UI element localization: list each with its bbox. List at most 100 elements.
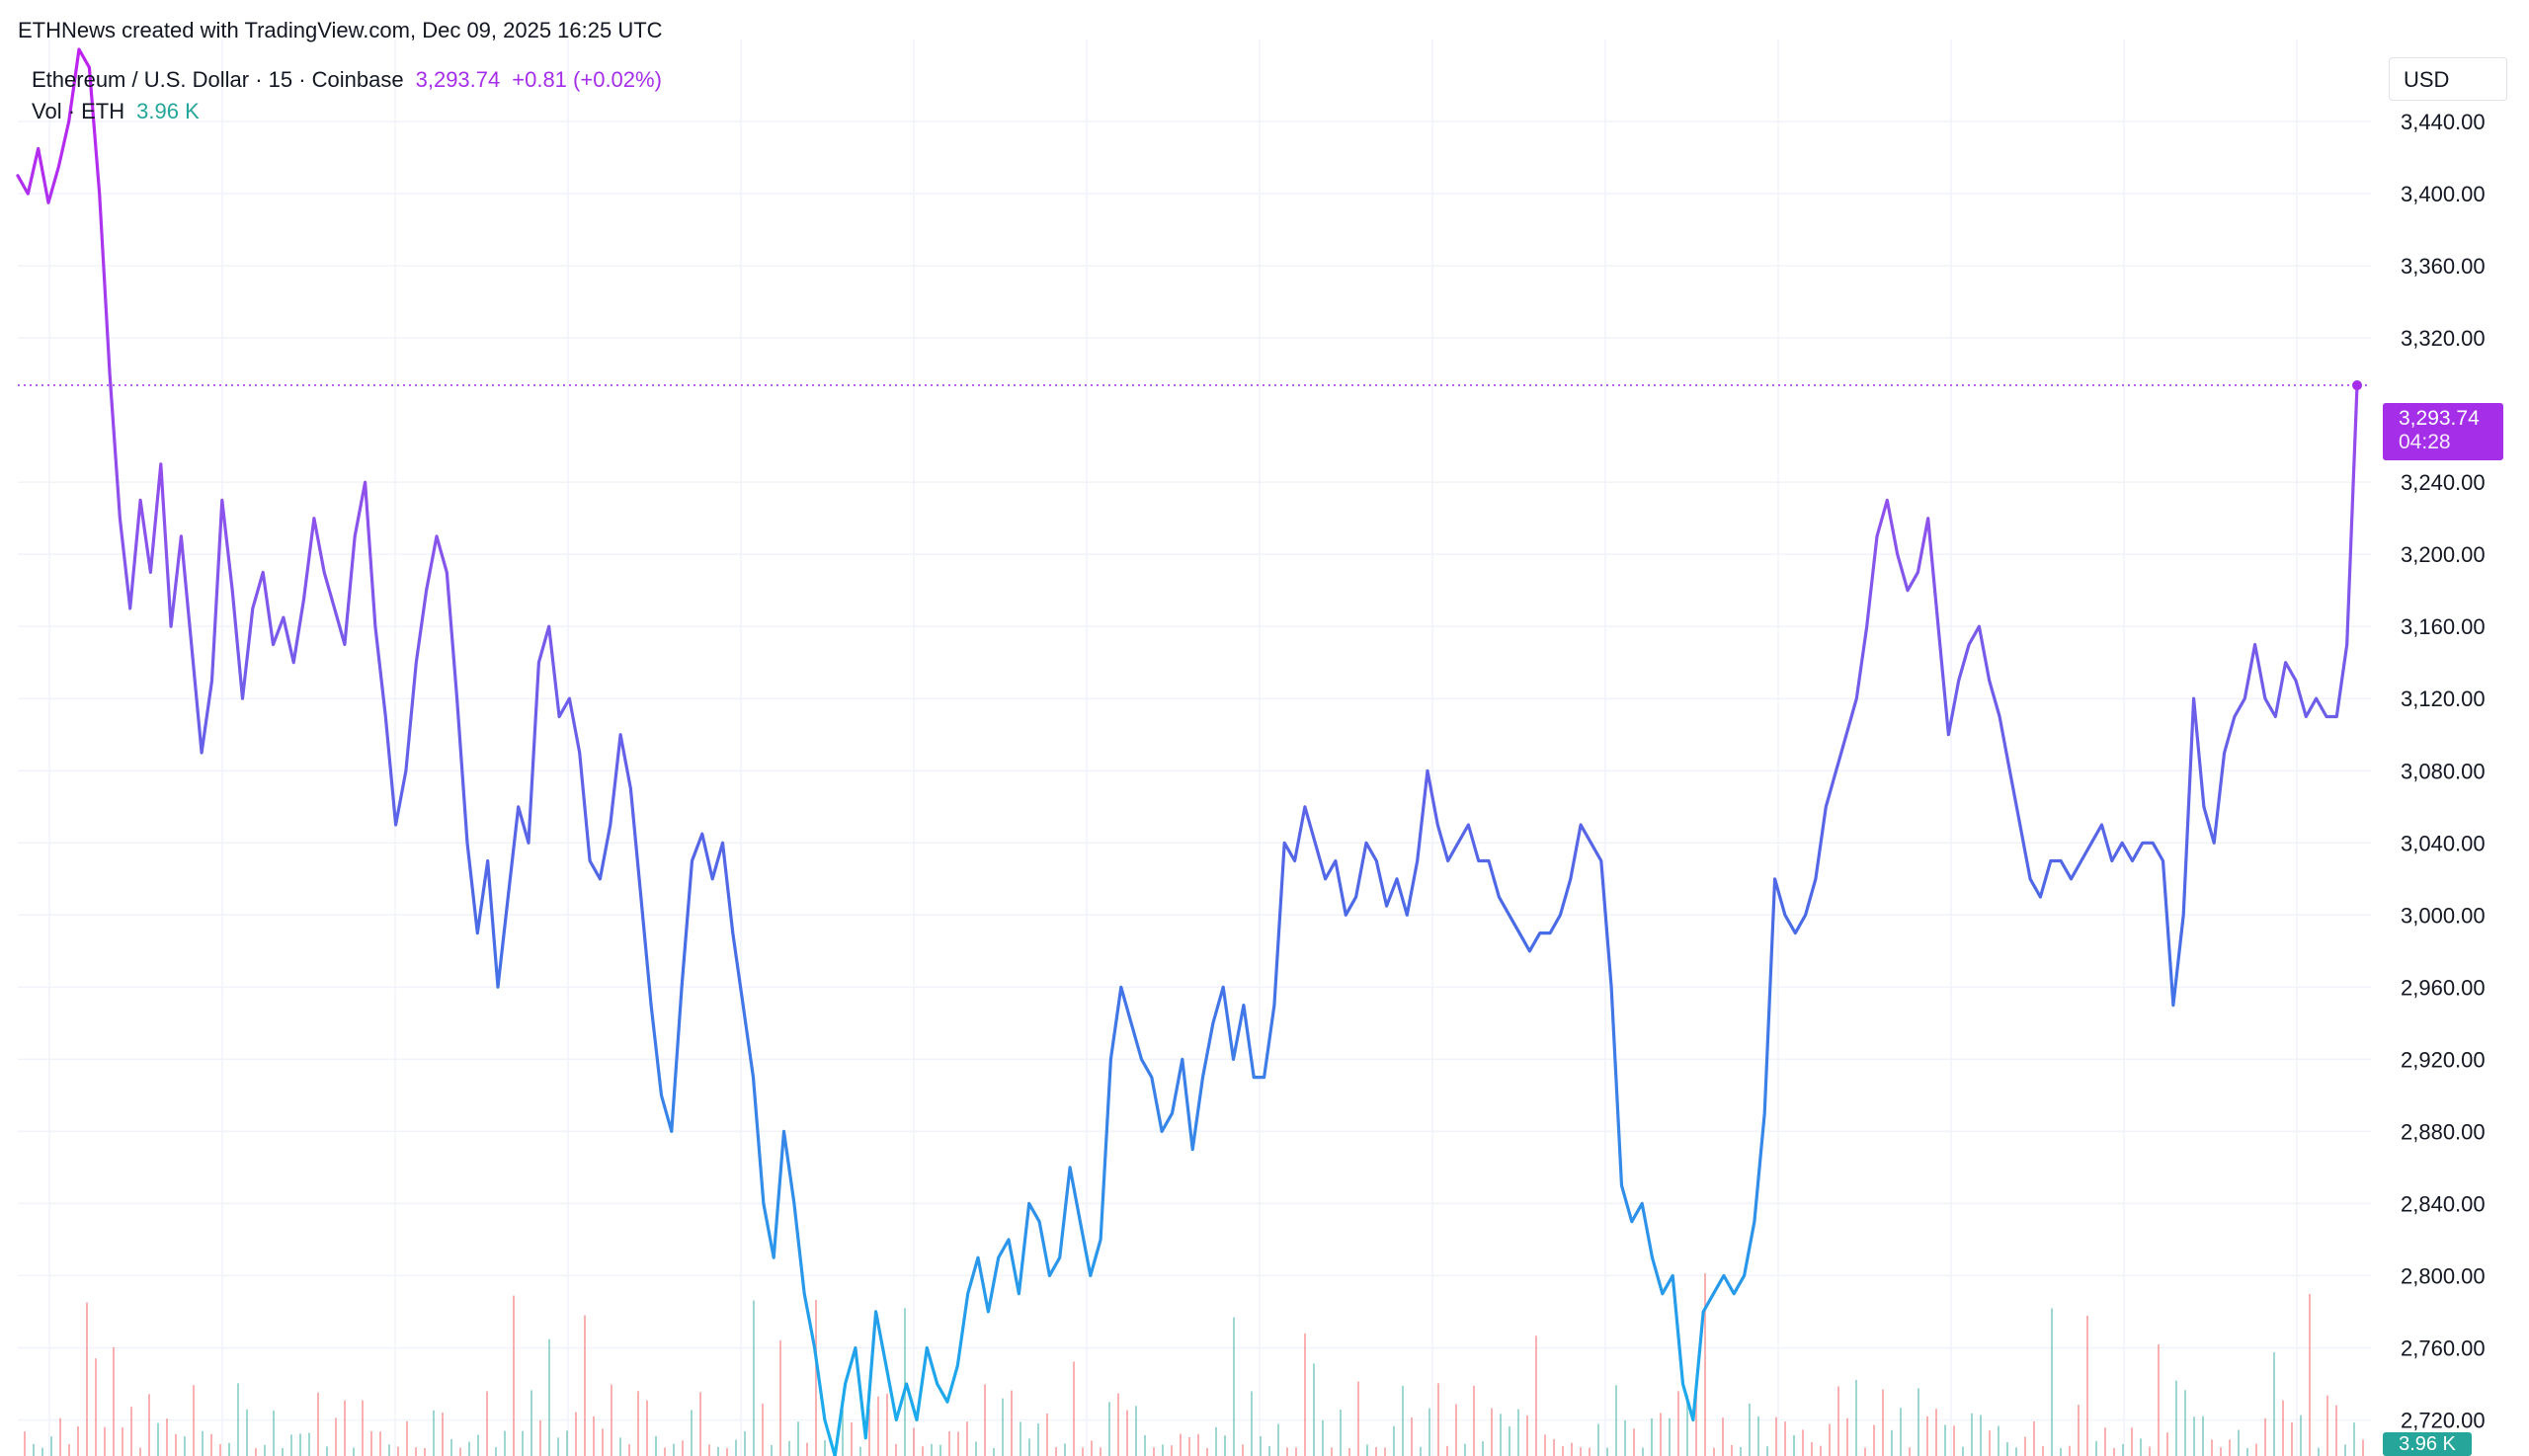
volume-bar — [762, 1403, 764, 1456]
grid — [18, 40, 2371, 1456]
volume-bar — [1651, 1417, 1653, 1456]
volume-bar — [379, 1431, 381, 1456]
volume-bar — [1473, 1385, 1475, 1456]
volume-bar — [353, 1447, 355, 1456]
volume-bar — [1144, 1434, 1146, 1456]
volume-bar — [539, 1419, 541, 1456]
volume-bar — [1660, 1413, 1662, 1456]
volume-bar — [1704, 1273, 1706, 1456]
volume-bar — [1500, 1414, 1502, 1456]
volume-bar — [753, 1300, 755, 1456]
volume-bar — [1162, 1444, 1164, 1456]
volume-bar — [1784, 1421, 1786, 1456]
volume-bar — [628, 1444, 630, 1456]
volume-bar — [1989, 1430, 1991, 1456]
volume-bar — [95, 1358, 97, 1456]
legend-symbol[interactable]: Ethereum / U.S. Dollar · 15 · Coinbase — [32, 67, 404, 92]
volume-bar — [2175, 1380, 2177, 1456]
volume-bar — [1455, 1404, 1457, 1456]
volume-bar — [1775, 1416, 1777, 1456]
volume-bar — [77, 1426, 79, 1456]
volume-bar — [1428, 1408, 1430, 1456]
volume-bar — [1864, 1447, 1866, 1456]
volume-bar — [1268, 1445, 1270, 1456]
volume-bar — [504, 1430, 506, 1456]
volume-bar — [602, 1428, 604, 1456]
volume-bar — [2122, 1443, 2124, 1456]
volume-bar — [1313, 1363, 1315, 1456]
volume-bar — [2318, 1447, 2320, 1456]
volume-bar — [202, 1430, 204, 1456]
volume-bar — [388, 1444, 390, 1456]
volume-bar — [442, 1413, 444, 1456]
legend-volume-label[interactable]: Vol · ETH — [32, 99, 125, 123]
y-tick-label: 3,360.00 — [2401, 254, 2486, 279]
volume-bar — [2158, 1344, 2160, 1456]
price-axis[interactable]: 2,720.00 2,760.00 2,800.00 2,840.00 2,880.00… — [2401, 110, 2486, 1432]
volume-bar — [1917, 1388, 1919, 1456]
volume-bar — [477, 1434, 479, 1456]
volume-bar — [522, 1430, 524, 1456]
volume-bar — [1188, 1436, 1190, 1456]
volume-bar — [237, 1383, 239, 1456]
volume-bar — [1295, 1447, 1297, 1456]
volume-bar — [495, 1446, 497, 1456]
volume-bar — [1331, 1447, 1333, 1456]
volume-bar — [59, 1417, 61, 1456]
volume-bar — [557, 1437, 559, 1456]
volume-bar — [317, 1392, 319, 1456]
volume-bar — [1135, 1406, 1137, 1456]
volume-bar — [1091, 1440, 1093, 1456]
volume-bar — [1064, 1443, 1066, 1456]
volume-bar — [1722, 1417, 1724, 1456]
volume-bar — [1517, 1409, 1519, 1456]
volume-bar — [717, 1446, 719, 1456]
y-tick-label: 3,200.00 — [2401, 542, 2486, 567]
volume-bar — [450, 1438, 452, 1456]
volume-bar — [1926, 1416, 1928, 1456]
volume-bar — [1669, 1417, 1671, 1456]
volume-bar — [362, 1400, 364, 1456]
price-series-line[interactable] — [16, 47, 2359, 1456]
volume-bar — [593, 1416, 595, 1456]
volume-bar — [299, 1433, 301, 1456]
volume-bar — [1535, 1335, 1537, 1456]
volume-bar — [1820, 1445, 1822, 1456]
y-tick-label: 3,240.00 — [2401, 470, 2486, 495]
volume-bar — [1251, 1391, 1253, 1456]
volume-bar — [1322, 1419, 1324, 1456]
y-tick-label: 3,000.00 — [2401, 903, 2486, 928]
volume-bar — [2344, 1444, 2346, 1456]
volume-bar — [1171, 1445, 1173, 1456]
volume-bar — [1046, 1413, 1048, 1456]
volume-bar — [468, 1441, 470, 1456]
volume-bar — [2140, 1438, 2142, 1456]
volume-bar — [2086, 1315, 2088, 1456]
volume-bar — [2353, 1422, 2355, 1456]
volume-bar — [486, 1391, 488, 1456]
volume-bar — [1686, 1395, 1688, 1456]
currency-selector[interactable]: USD — [2389, 57, 2507, 101]
volume-bar — [877, 1396, 879, 1456]
volume-bar — [1846, 1417, 1848, 1456]
volume-bar — [1411, 1416, 1413, 1456]
volume-bar — [2211, 1439, 2213, 1456]
volume-bar — [1437, 1383, 1439, 1456]
volume-bar — [2309, 1293, 2311, 1456]
volume-bar — [113, 1346, 115, 1456]
legend-change: +0.81 (+0.02%) — [512, 67, 662, 92]
volume-bar — [1020, 1421, 1021, 1456]
volume-bar — [1340, 1409, 1342, 1456]
volume-bar — [859, 1446, 861, 1456]
volume-bar — [1420, 1446, 1422, 1456]
volume-bar — [1224, 1435, 1226, 1456]
volume-bar — [1873, 1424, 1875, 1456]
volume-bar — [104, 1426, 106, 1456]
volume-bar — [2282, 1400, 2284, 1456]
volume-bar — [886, 1393, 888, 1456]
last-price-tag-value: 3,293.74 — [2399, 407, 2480, 430]
volume-bar — [779, 1339, 781, 1456]
volume-bar — [1624, 1419, 1626, 1456]
